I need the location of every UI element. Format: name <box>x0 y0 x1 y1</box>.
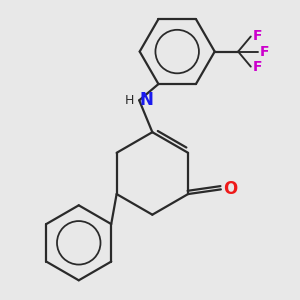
Text: F: F <box>253 29 262 44</box>
Text: F: F <box>253 60 262 74</box>
Text: O: O <box>223 180 238 198</box>
Text: F: F <box>260 45 269 58</box>
Text: H: H <box>125 94 134 107</box>
Text: N: N <box>139 91 153 109</box>
